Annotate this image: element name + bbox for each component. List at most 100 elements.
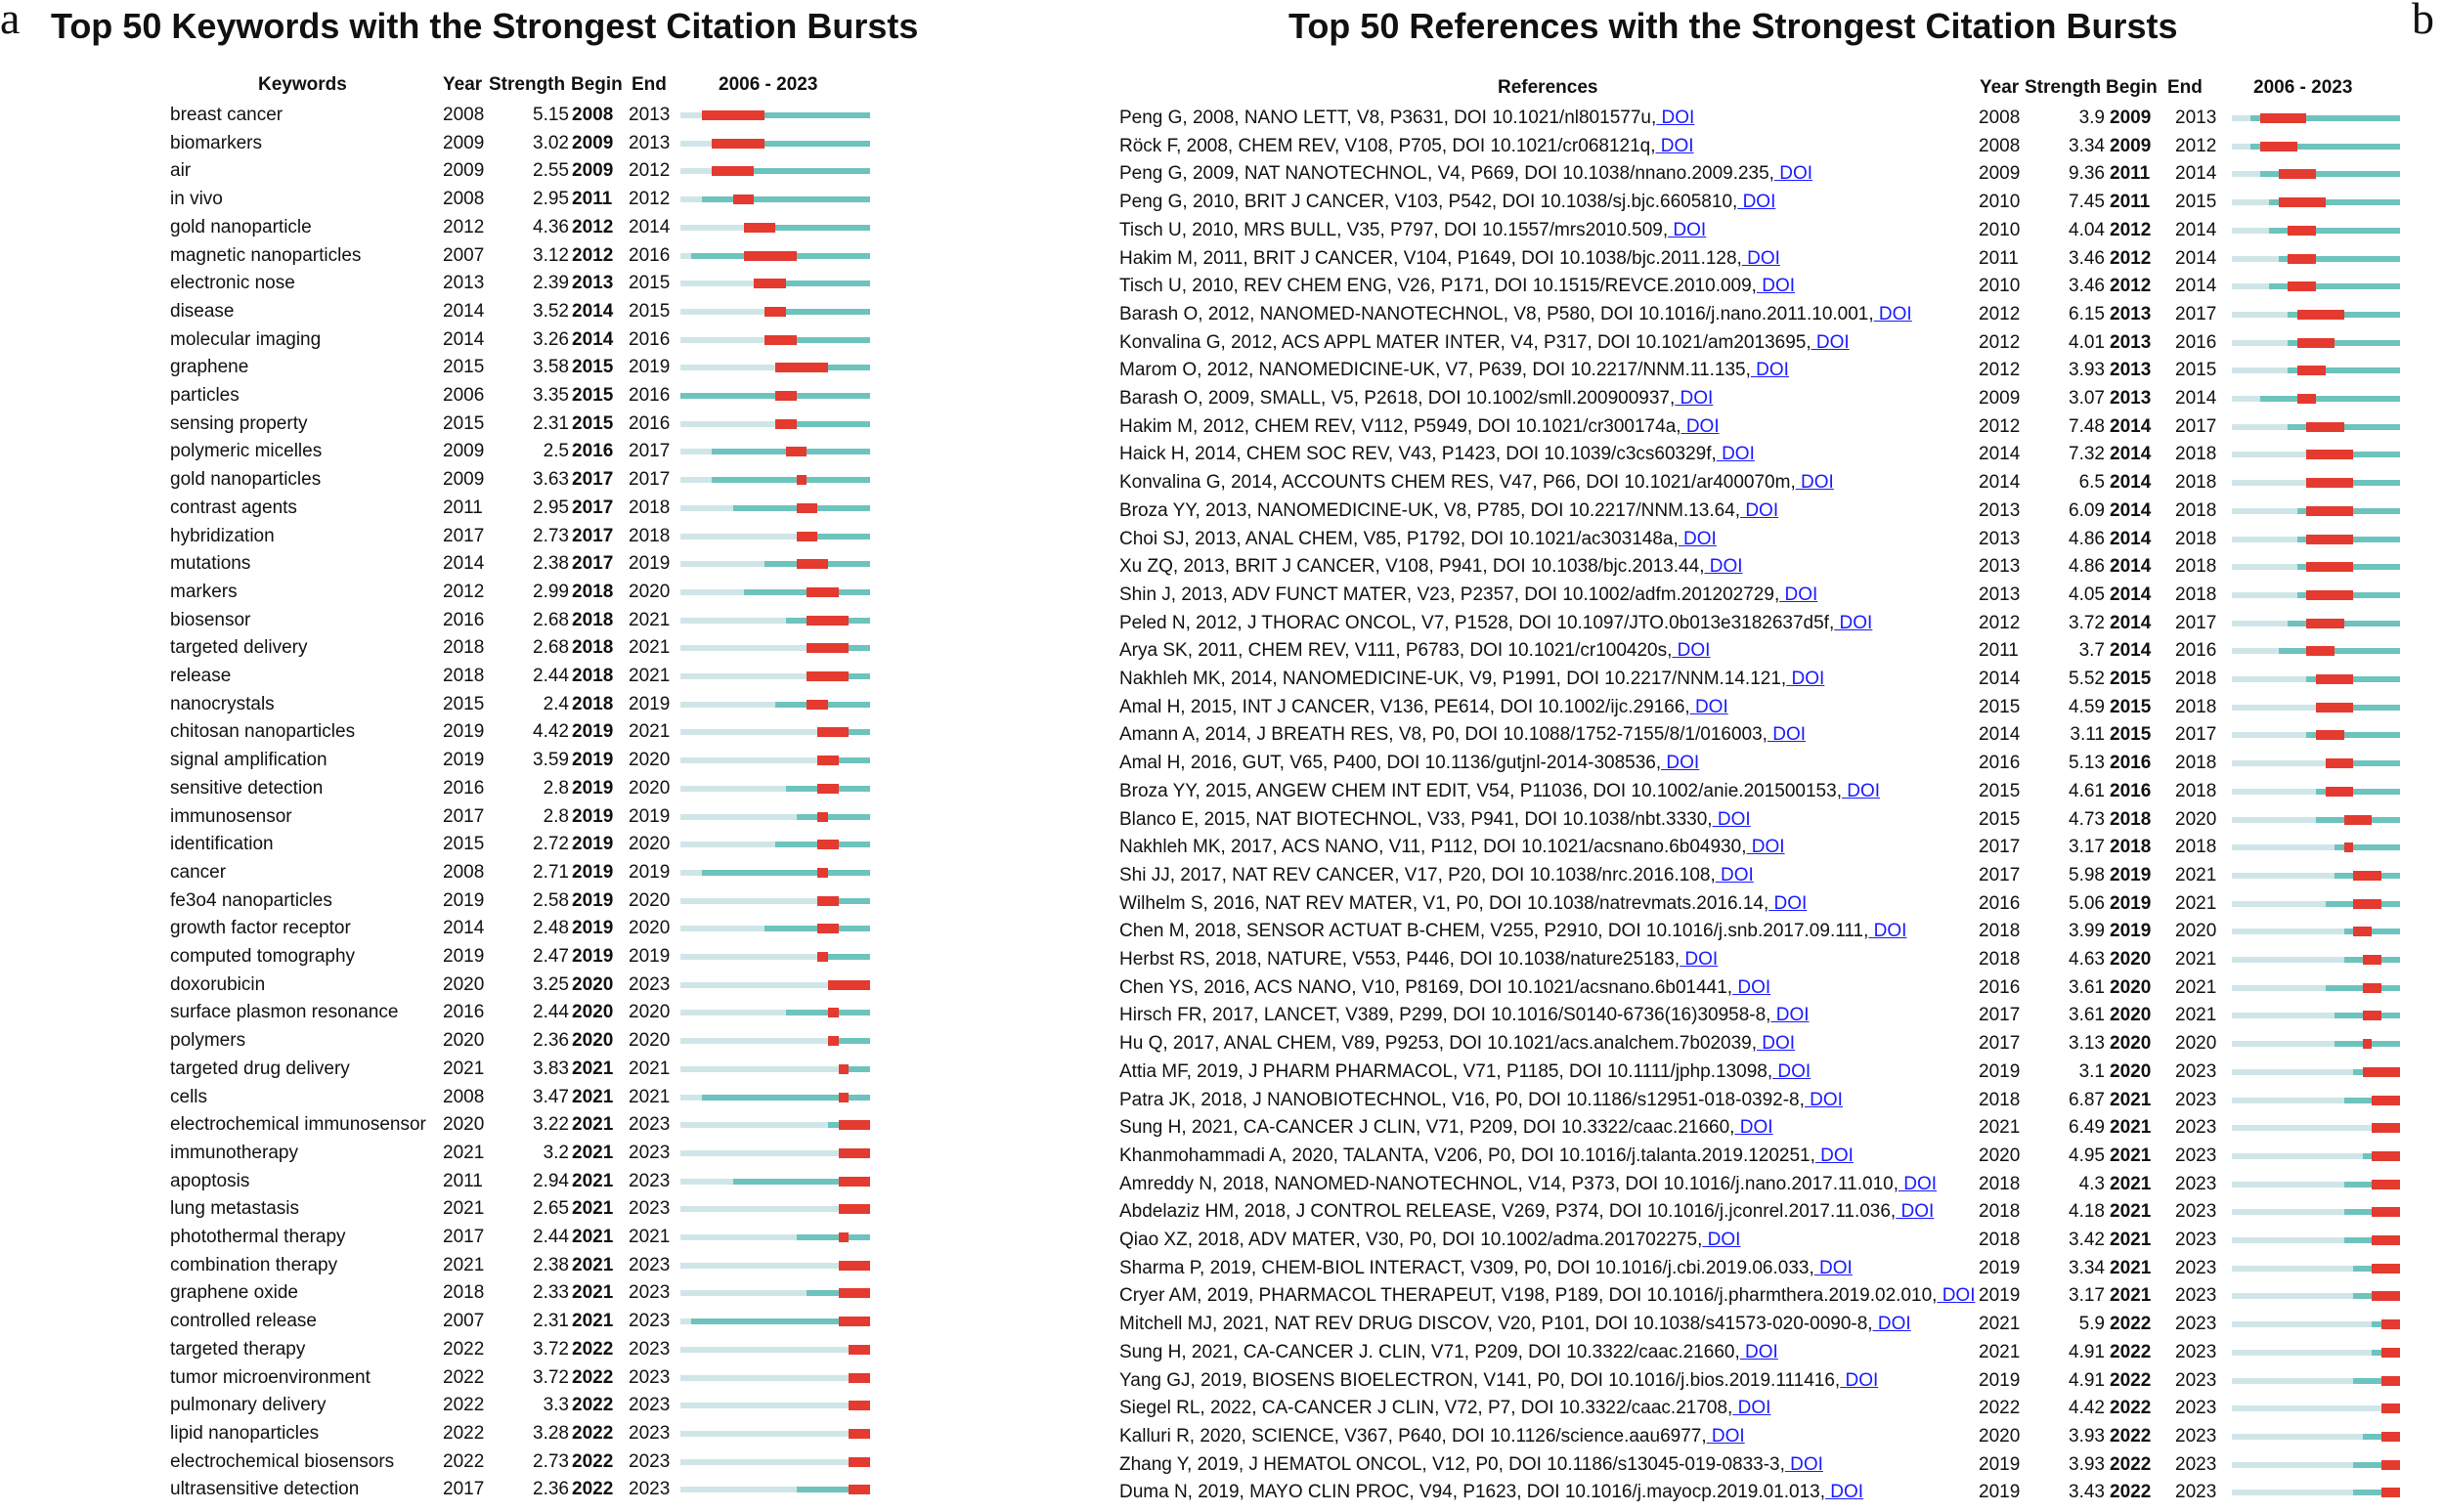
timeline-bar <box>2232 366 2400 376</box>
doi-link[interactable]: DOI <box>1937 1285 1976 1307</box>
doi-link[interactable]: DOI <box>1672 640 1711 662</box>
doi-link[interactable]: DOI <box>1739 1341 1778 1362</box>
doi-link[interactable]: DOI <box>1784 1453 1823 1475</box>
timeline-burst-span <box>849 1344 870 1355</box>
doi-link[interactable]: DOI <box>1680 949 1719 970</box>
timeline-baseline <box>2232 957 2400 963</box>
doi-link[interactable]: DOI <box>1732 976 1771 998</box>
doi-link[interactable]: DOI <box>1813 1257 1853 1278</box>
strength-value: 7.45 <box>2069 192 2105 213</box>
reference-label: Duma N, 2019, MAYO CLIN PROC, V94, P1623… <box>1119 1482 1864 1503</box>
timeline-burst-span <box>817 867 828 878</box>
begin-year: 2015 <box>2110 696 2152 717</box>
doi-link[interactable]: DOI <box>1898 1173 1938 1194</box>
begin-year: 2021 <box>572 1311 614 1332</box>
begin-year: 2016 <box>2110 780 2152 801</box>
doi-link[interactable]: DOI <box>1840 1369 1879 1391</box>
year-value: 2015 <box>443 412 485 434</box>
doi-link[interactable]: DOI <box>1668 219 1707 240</box>
table-row: Chen YS, 2016, ACS NANO, V10, P8169, DOI… <box>0 974 2444 1003</box>
doi-link[interactable]: DOI <box>1680 415 1720 437</box>
doi-link[interactable]: DOI <box>1834 612 1873 633</box>
doi-link[interactable]: DOI <box>1675 388 1714 409</box>
year-value: 2020 <box>1979 1425 2021 1447</box>
doi-link[interactable]: DOI <box>1841 780 1881 801</box>
timeline-bar <box>2232 1039 2400 1050</box>
doi-link[interactable]: DOI <box>1814 1145 1854 1166</box>
end-year: 2017 <box>2175 612 2217 633</box>
doi-link[interactable]: DOI <box>1661 753 1700 774</box>
timeline-burst-span <box>775 391 797 401</box>
reference-label: Konvalina G, 2012, ACS APPL MATER INTER,… <box>1119 331 1850 353</box>
doi-link[interactable]: DOI <box>1737 192 1776 213</box>
year-value: 2022 <box>1979 1398 2021 1419</box>
timeline-published-span <box>2259 171 2400 178</box>
end-year: 2023 <box>2175 1425 2217 1447</box>
doi-link[interactable]: DOI <box>1868 921 1907 942</box>
doi-link[interactable]: DOI <box>1746 837 1785 858</box>
timeline-burst-span <box>775 363 828 373</box>
doi-link[interactable]: DOI <box>1732 1398 1771 1419</box>
table-row: Sung H, 2021, CA-CANCER J. CLIN, V71, P2… <box>0 1339 2444 1367</box>
timeline-burst-span <box>2306 646 2335 657</box>
year-value: 2015 <box>443 693 485 714</box>
end-year: 2015 <box>629 273 671 294</box>
doi-link[interactable]: DOI <box>1896 1201 1935 1223</box>
year-value: 2019 <box>1979 1060 2021 1082</box>
timeline-burst-span <box>2372 1123 2400 1134</box>
doi-link[interactable]: DOI <box>1872 1314 1911 1335</box>
reference-label: Hu Q, 2017, ANAL CHEM, V89, P9253, DOI 1… <box>1119 1033 1796 1055</box>
doi-link[interactable]: DOI <box>1716 444 1755 465</box>
doi-link[interactable]: DOI <box>1757 1033 1796 1055</box>
timeline-burst-span <box>817 952 828 962</box>
doi-link[interactable]: DOI <box>1704 556 1743 578</box>
table-row: Sharma P, 2019, CHEM-BIOL INTERACT, V309… <box>0 1255 2444 1283</box>
timeline-burst-span <box>817 811 828 822</box>
timeline-burst-span <box>796 531 818 541</box>
timeline-baseline <box>680 813 870 820</box>
doi-link[interactable]: DOI <box>1678 528 1717 549</box>
begin-year: 2011 <box>2110 163 2151 185</box>
end-year: 2021 <box>2175 949 2217 970</box>
doi-link[interactable]: DOI <box>1656 108 1695 128</box>
doi-link[interactable]: DOI <box>1706 1425 1745 1447</box>
end-year: 2016 <box>2175 331 2217 353</box>
end-year: 2023 <box>2175 1089 2217 1110</box>
year-value: 2007 <box>443 1311 485 1332</box>
doi-link[interactable]: DOI <box>1779 583 1818 605</box>
doi-link[interactable]: DOI <box>1795 472 1834 494</box>
timeline-burst-span <box>2296 337 2335 348</box>
keyword-label: pulmonary delivery <box>170 1395 327 1416</box>
doi-link[interactable]: DOI <box>1786 669 1825 689</box>
begin-year: 2015 <box>2110 669 2152 689</box>
doi-link[interactable]: DOI <box>1770 1005 1810 1026</box>
doi-link[interactable]: DOI <box>1655 135 1694 156</box>
doi-link[interactable]: DOI <box>1734 1117 1773 1139</box>
keyword-label: targeted drug delivery <box>170 1058 350 1079</box>
strength-value: 4.86 <box>2069 556 2105 578</box>
doi-link[interactable]: DOI <box>1773 163 1813 185</box>
doi-link[interactable]: DOI <box>1804 1089 1843 1110</box>
doi-link[interactable]: DOI <box>1811 331 1850 353</box>
year-value: 2014 <box>443 553 485 575</box>
doi-link[interactable]: DOI <box>1772 1060 1811 1082</box>
table-row: tumor microenvironment 2022 3.72 2022 2023 <box>0 1364 880 1393</box>
doi-link[interactable]: DOI <box>1873 303 1912 324</box>
doi-link[interactable]: DOI <box>1715 864 1754 886</box>
doi-link[interactable]: DOI <box>1741 247 1780 269</box>
doi-link[interactable]: DOI <box>1825 1482 1864 1503</box>
doi-link[interactable]: DOI <box>1740 499 1779 521</box>
table-row: Peng G, 2010, BRIT J CANCER, V103, P542,… <box>0 189 2444 217</box>
doi-link[interactable]: DOI <box>1750 360 1789 381</box>
doi-link[interactable]: DOI <box>1768 892 1808 914</box>
strength-value: 2.48 <box>533 918 569 939</box>
doi-link[interactable]: DOI <box>1756 276 1796 297</box>
doi-link[interactable]: DOI <box>1767 724 1807 746</box>
timeline-bar <box>680 840 870 850</box>
doi-link[interactable]: DOI <box>1702 1230 1741 1250</box>
doi-link[interactable]: DOI <box>1712 808 1751 830</box>
reference-label: Choi SJ, 2013, ANAL CHEM, V85, P1792, DO… <box>1119 528 1717 549</box>
begin-year: 2018 <box>572 581 614 602</box>
doi-link[interactable]: DOI <box>1689 696 1728 717</box>
timeline-baseline <box>2232 1433 2400 1440</box>
